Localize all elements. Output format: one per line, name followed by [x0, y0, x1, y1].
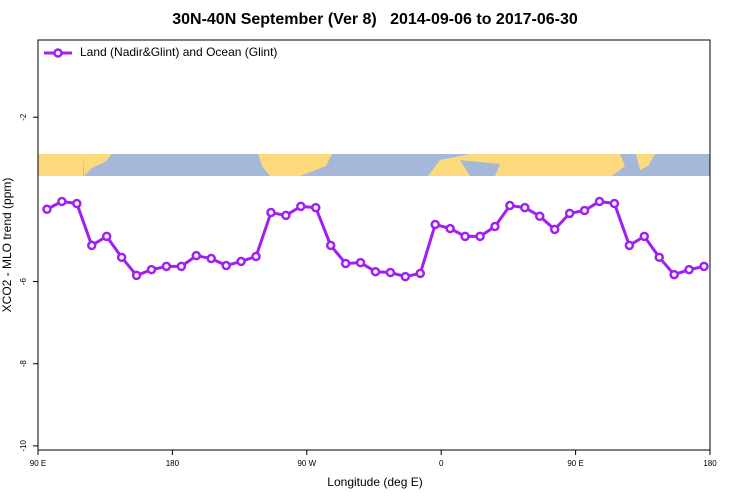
data-point	[370, 266, 381, 277]
y-tick-label: -2	[19, 113, 28, 121]
data-point	[42, 204, 52, 215]
data-point	[146, 264, 157, 275]
data-point	[654, 252, 664, 263]
data-point	[325, 240, 336, 251]
map-strip	[38, 154, 710, 176]
data-point	[281, 210, 291, 221]
data-point	[549, 224, 560, 235]
data-point	[505, 200, 515, 211]
y-axis-label: XCO2 - MLO trend (ppm)	[0, 178, 14, 313]
data-point	[445, 223, 455, 234]
data-point	[340, 258, 351, 269]
y-tick-label: -8	[19, 360, 28, 368]
data-point	[116, 252, 127, 263]
data-point	[131, 270, 142, 281]
data-point	[101, 231, 112, 242]
data-point	[206, 253, 216, 264]
data-point	[699, 261, 709, 272]
chart-title: 30N-40N September (Ver 8) 2014-09-06 to …	[172, 11, 578, 28]
x-tick-label: 0	[439, 459, 444, 468]
x-tick-label: 90 W	[297, 459, 316, 468]
data-point	[475, 231, 485, 242]
x-tick-label: 90 E	[567, 459, 583, 468]
data-point	[57, 196, 67, 207]
data-point	[191, 250, 202, 261]
legend-marker	[53, 48, 63, 58]
data-point	[236, 256, 246, 267]
data-point	[535, 211, 545, 221]
data-point	[415, 268, 426, 279]
data-point	[87, 240, 97, 251]
data-point	[72, 198, 82, 209]
data-line	[46, 199, 705, 279]
x-tick-label: 90 E	[30, 459, 46, 468]
y-tick-label: -10	[19, 440, 28, 452]
data-point	[520, 202, 530, 213]
data-point	[594, 196, 605, 207]
plot-frame	[37, 39, 711, 451]
data-point	[266, 207, 276, 218]
data-point	[355, 257, 366, 268]
data-point	[296, 201, 306, 212]
x-axis-label: Longitude (deg E)	[327, 475, 422, 489]
data-point	[161, 261, 172, 272]
y-tick-label: -6	[19, 277, 28, 285]
data-point	[460, 231, 470, 242]
x-tick-label: 180	[166, 459, 180, 468]
x-tick-label: 180	[703, 459, 717, 468]
data-point	[564, 208, 575, 219]
data-point	[684, 264, 694, 275]
data-point	[609, 198, 620, 209]
data-point	[221, 260, 231, 271]
data-point	[400, 271, 411, 282]
data-point	[579, 205, 590, 216]
data-point	[251, 251, 261, 262]
data-point	[311, 202, 321, 213]
data-point	[669, 269, 679, 280]
data-point	[430, 219, 440, 230]
data-point	[490, 221, 500, 232]
legend-label: Land (Nadir&Glint) and Ocean (Glint)	[80, 45, 277, 59]
data-point	[176, 261, 187, 272]
data-point	[385, 267, 396, 278]
data-point	[624, 240, 635, 251]
data-point	[639, 231, 650, 242]
